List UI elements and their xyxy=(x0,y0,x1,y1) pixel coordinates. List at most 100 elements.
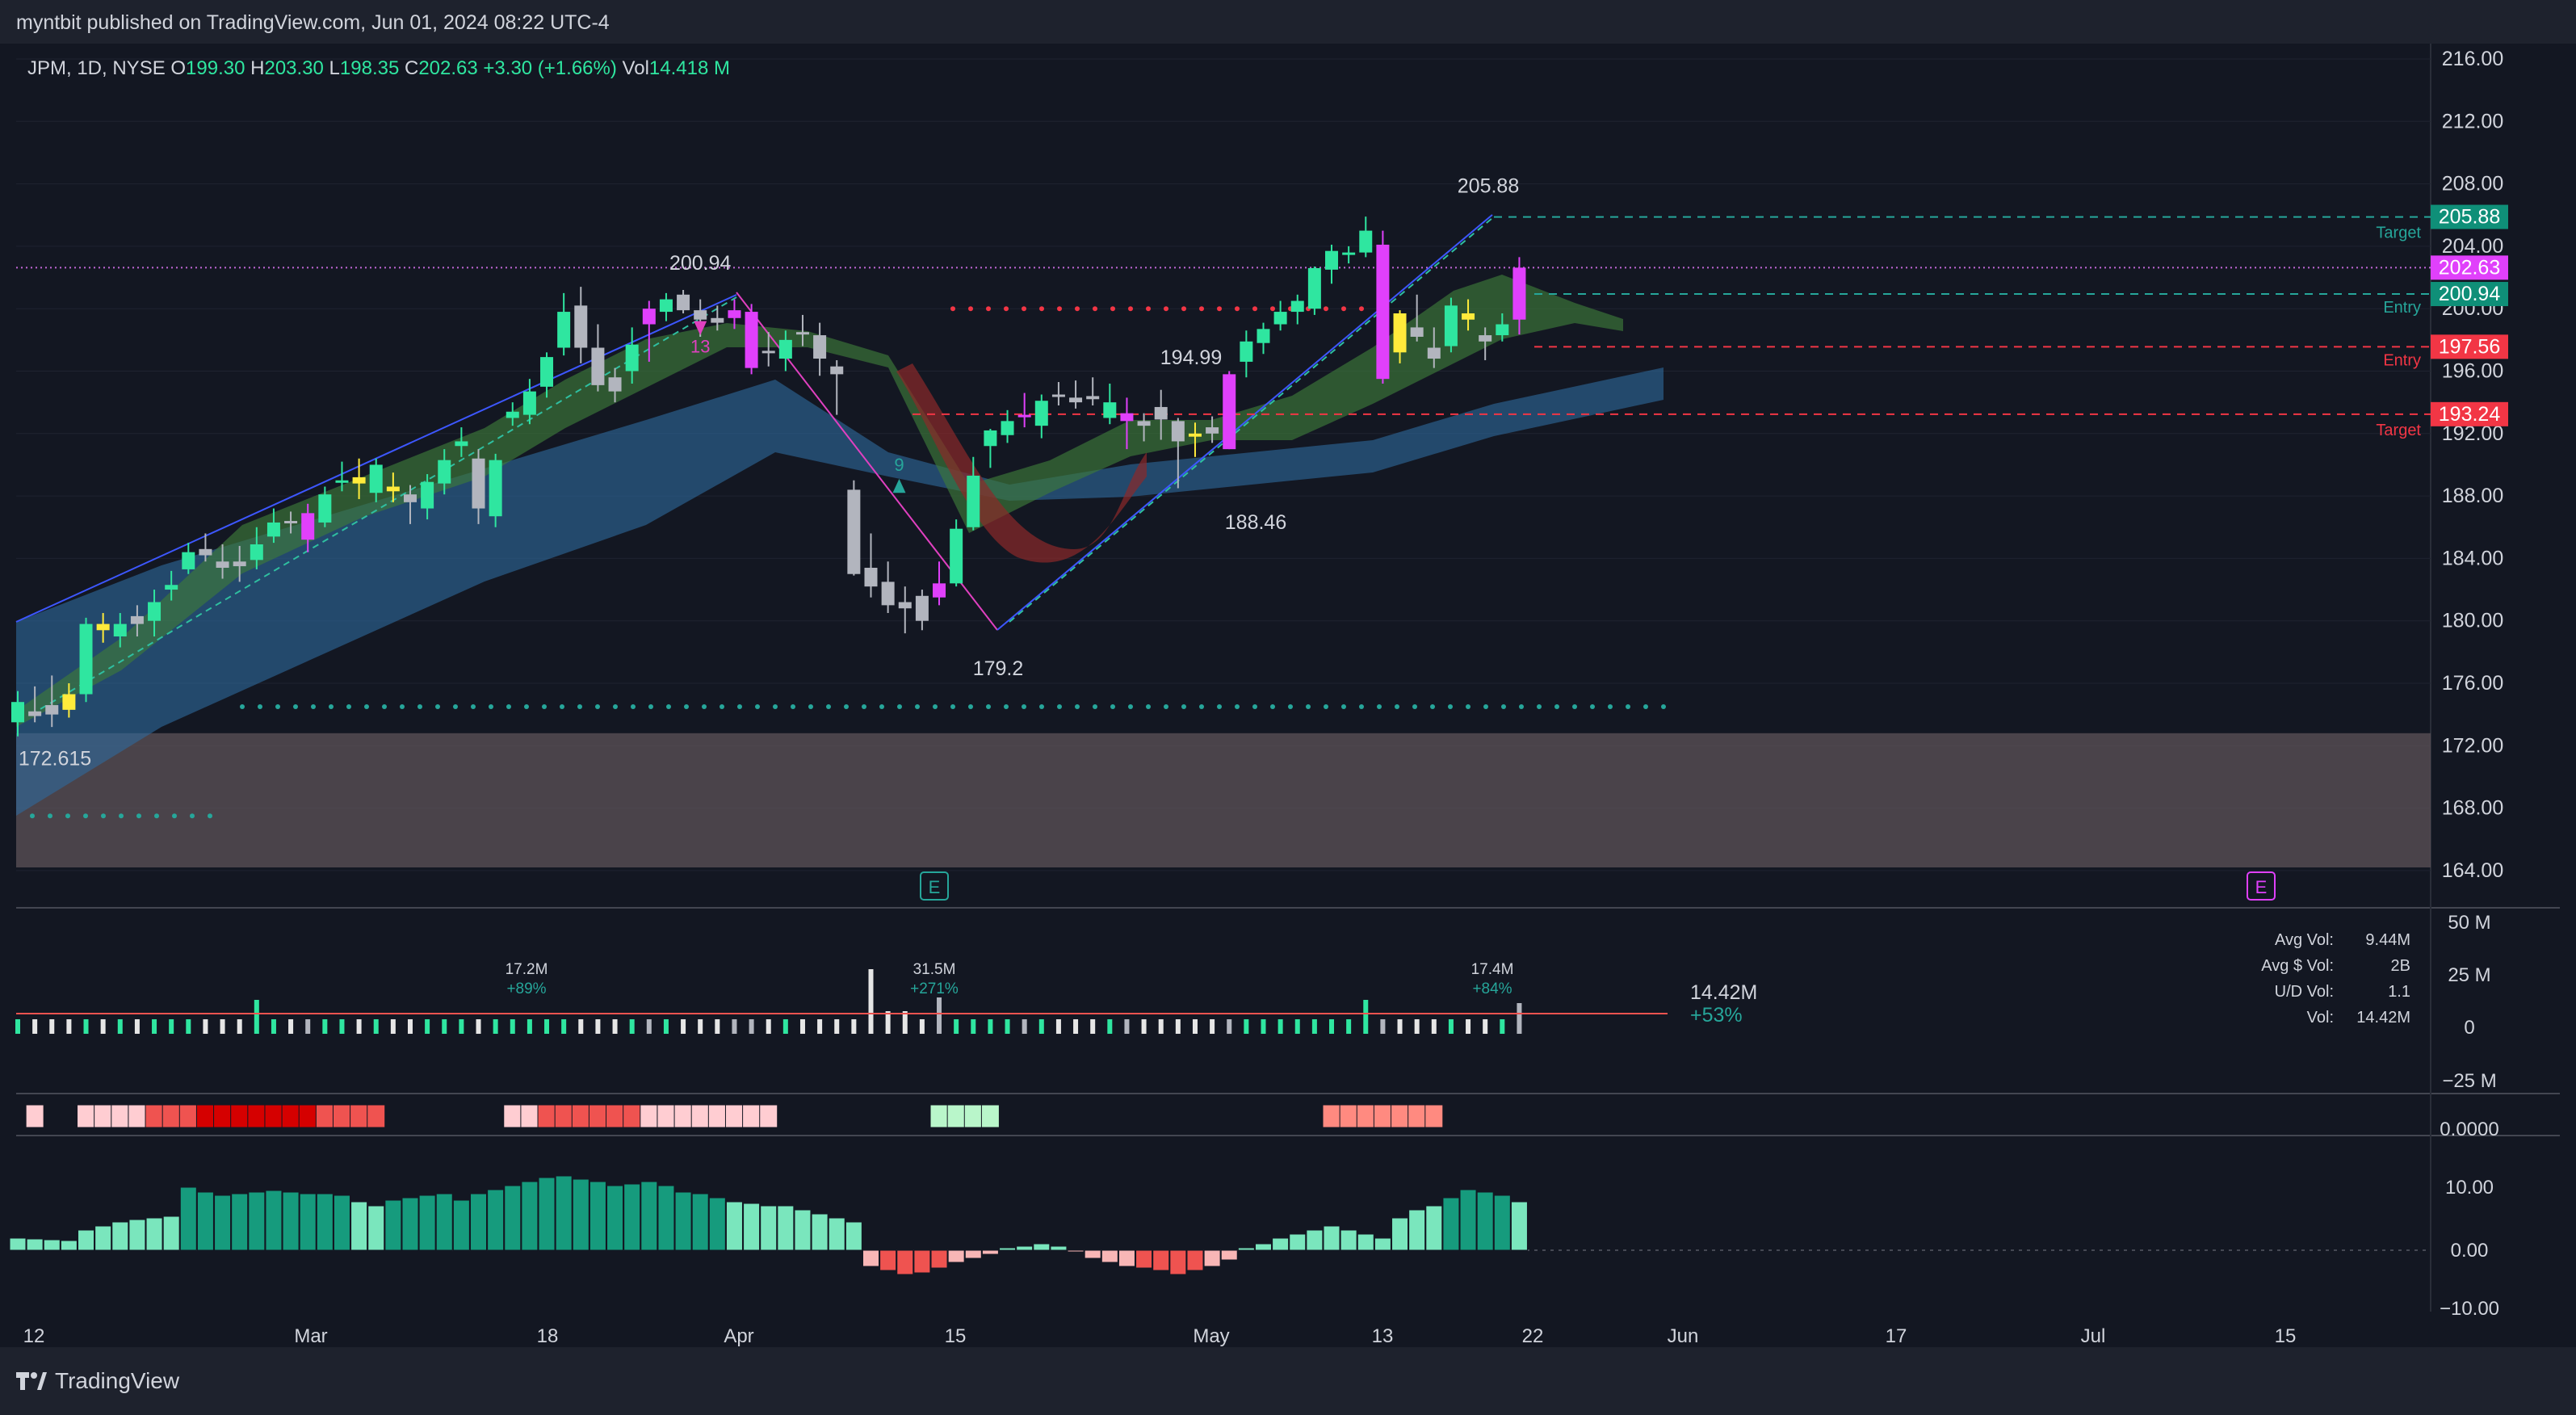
dot xyxy=(1252,703,1257,709)
candle[interactable] xyxy=(438,449,451,495)
candle[interactable] xyxy=(677,290,690,313)
candle[interactable] xyxy=(1223,371,1236,450)
candle[interactable] xyxy=(1257,322,1270,355)
candle[interactable] xyxy=(933,561,946,606)
candle[interactable] xyxy=(96,613,110,643)
candle[interactable] xyxy=(233,545,246,582)
candle[interactable] xyxy=(1479,327,1492,360)
candle[interactable] xyxy=(182,543,195,574)
candle[interactable] xyxy=(761,332,775,367)
candle[interactable] xyxy=(1240,330,1253,378)
candle[interactable] xyxy=(984,429,997,468)
candle[interactable] xyxy=(1103,383,1117,425)
candle[interactable] xyxy=(574,287,588,363)
candle[interactable] xyxy=(591,324,605,392)
candle[interactable] xyxy=(113,613,127,648)
price-tick-label: 212.00 xyxy=(2442,110,2503,132)
candle[interactable] xyxy=(455,427,468,457)
candle[interactable] xyxy=(915,590,929,631)
candle[interactable] xyxy=(1171,418,1185,489)
candle[interactable] xyxy=(1512,257,1526,335)
candle[interactable] xyxy=(489,453,502,527)
candle[interactable] xyxy=(1017,393,1031,428)
candle[interactable] xyxy=(199,533,212,562)
candle[interactable] xyxy=(1325,244,1339,284)
candle[interactable] xyxy=(1462,299,1475,331)
candle[interactable] xyxy=(45,675,59,728)
candle[interactable] xyxy=(967,456,980,531)
candle[interactable] xyxy=(1376,230,1390,384)
candle[interactable] xyxy=(318,486,332,527)
candle[interactable] xyxy=(284,511,298,534)
candle[interactable] xyxy=(642,300,656,362)
candle[interactable] xyxy=(813,322,827,376)
candle[interactable] xyxy=(950,519,963,587)
candle[interactable] xyxy=(778,330,792,372)
earnings-marker-icon[interactable] xyxy=(2247,871,2276,901)
candle[interactable] xyxy=(352,458,366,499)
candle[interactable] xyxy=(130,605,144,637)
candle[interactable] xyxy=(386,472,400,502)
candle[interactable] xyxy=(11,691,24,737)
candle[interactable] xyxy=(165,570,178,601)
candle[interactable] xyxy=(250,527,263,569)
candle[interactable] xyxy=(522,379,536,425)
candle[interactable] xyxy=(1273,300,1287,331)
candle[interactable] xyxy=(1137,413,1151,442)
candle[interactable] xyxy=(216,544,229,579)
candle[interactable] xyxy=(1496,313,1509,342)
candle[interactable] xyxy=(864,533,878,598)
candle[interactable] xyxy=(1154,389,1168,440)
candle[interactable] xyxy=(881,561,895,614)
candle[interactable] xyxy=(1086,377,1100,406)
candle[interactable] xyxy=(1444,297,1458,353)
chart-canvas[interactable]: 216.00212.00208.00204.00200.00196.00192.… xyxy=(0,44,2576,1347)
candle[interactable] xyxy=(301,503,315,552)
candle[interactable] xyxy=(795,314,809,346)
candle[interactable] xyxy=(1051,382,1065,406)
candle[interactable] xyxy=(898,586,912,634)
candle[interactable] xyxy=(557,292,571,356)
candle[interactable] xyxy=(1034,394,1048,439)
candle[interactable] xyxy=(728,299,741,330)
candle[interactable] xyxy=(847,480,861,576)
candle[interactable] xyxy=(625,327,639,384)
candle[interactable] xyxy=(540,352,554,398)
candle[interactable] xyxy=(62,683,76,718)
candle[interactable] xyxy=(335,461,349,492)
tradingview-logo[interactable]: TradingView xyxy=(16,1368,179,1394)
candle[interactable] xyxy=(403,485,417,524)
candle[interactable] xyxy=(1290,294,1304,325)
dot xyxy=(1181,703,1186,709)
candle[interactable] xyxy=(1359,216,1373,258)
earnings-marker-icon[interactable] xyxy=(920,871,949,901)
candle[interactable] xyxy=(608,367,622,403)
candle[interactable] xyxy=(1001,409,1014,443)
candle[interactable] xyxy=(1342,246,1356,264)
candle[interactable] xyxy=(28,686,42,723)
candle[interactable] xyxy=(1206,416,1219,443)
candle[interactable] xyxy=(830,359,844,415)
candle[interactable] xyxy=(369,458,383,502)
candle[interactable] xyxy=(421,474,434,520)
candle[interactable] xyxy=(711,305,724,331)
candle[interactable] xyxy=(1307,267,1321,315)
candle[interactable] xyxy=(1427,327,1441,368)
candle[interactable] xyxy=(79,617,93,703)
volume-peak-value: 31.5M xyxy=(913,961,956,978)
candle[interactable] xyxy=(745,304,758,375)
volume-last-value: 14.42M xyxy=(1690,981,1757,1004)
candle[interactable] xyxy=(266,508,280,544)
candle[interactable] xyxy=(1393,310,1407,363)
candle[interactable] xyxy=(1069,380,1083,409)
momentum-bar xyxy=(1237,1247,1255,1251)
dot xyxy=(524,703,529,709)
candle[interactable] xyxy=(1410,294,1424,342)
candle[interactable] xyxy=(659,292,673,321)
candle[interactable] xyxy=(506,402,519,426)
dot xyxy=(1519,703,1524,709)
candle[interactable] xyxy=(472,449,485,524)
candle[interactable] xyxy=(1120,397,1134,450)
candle[interactable] xyxy=(148,590,162,637)
candle[interactable] xyxy=(1188,422,1202,457)
